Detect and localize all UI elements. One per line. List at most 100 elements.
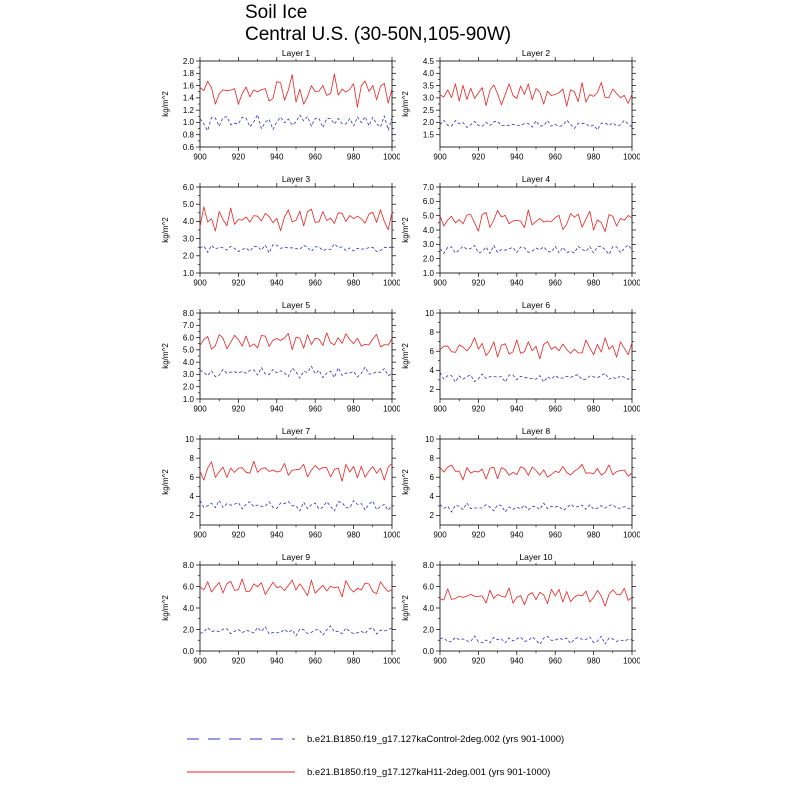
plot-box — [199, 438, 393, 526]
y-tick-label: 6.0 — [183, 183, 195, 192]
series-line-control — [199, 500, 393, 512]
y-tick-label: 6 — [190, 473, 195, 482]
y-tick-label: 2.0 — [423, 254, 435, 263]
x-tick-label: 900 — [193, 279, 207, 288]
x-tick-label: 900 — [433, 657, 447, 666]
y-tick-label: 4.0 — [423, 226, 435, 235]
series-line-control — [439, 502, 633, 513]
panel-layer-6: Layer 6 kg/m^2 900 920 940 960 980 1000 2 4 6 8 10 — [400, 300, 641, 426]
panel-svg: Layer 2 kg/m^2 900 920 940 960 980 1000 1.5 2.0 2.… — [401, 48, 641, 162]
x-tick-label: 940 — [510, 279, 524, 288]
chart-subtitle: Central U.S. (30-50N,105-90W) — [245, 24, 512, 46]
y-tick-label: 6.0 — [423, 197, 435, 206]
panel-svg: Layer 10 kg/m^2 900 920 940 960 980 1000 0.0 2.0 4… — [401, 552, 641, 666]
y-tick-label: 5.0 — [183, 200, 195, 209]
y-ticks: 2 4 6 8 10 — [425, 435, 636, 520]
y-tick-label: 4 — [430, 492, 435, 501]
panel-layer-5: Layer 5 kg/m^2 900 920 940 960 980 1000 1.0 2.0 3.… — [160, 300, 401, 426]
y-tick-label: 6.0 — [183, 582, 195, 591]
x-tick-label: 980 — [347, 279, 361, 288]
series-line-h11 — [439, 587, 633, 607]
x-tick-label: 900 — [193, 153, 207, 162]
y-tick-label: 8.0 — [423, 561, 435, 570]
control-line-sample-icon — [187, 738, 295, 740]
y-tick-label: 3.0 — [423, 94, 435, 103]
y-tick-label: 4.0 — [183, 358, 195, 367]
x-tick-label: 1000 — [383, 405, 400, 414]
x-tick-label: 980 — [587, 531, 601, 540]
series-line-control — [439, 244, 633, 255]
y-tick-label: 4.5 — [423, 57, 435, 66]
x-tick-label: 960 — [549, 657, 563, 666]
y-tick-label: 0.8 — [183, 131, 195, 140]
panel-layer-9: Layer 9 kg/m^2 900 920 940 960 980 1000 0.0 2.0 4.… — [160, 552, 401, 678]
y-tick-label: 1.6 — [183, 81, 195, 90]
x-tick-label: 940 — [270, 531, 284, 540]
x-tick-label: 920 — [232, 657, 246, 666]
series-line-h11 — [439, 209, 633, 232]
y-tick-label: 1.0 — [183, 269, 195, 278]
x-tick-label: 960 — [549, 531, 563, 540]
x-tick-label: 920 — [232, 405, 246, 414]
legend-label: b.e21.B1850.f19_g17.127kaControl-2deg.00… — [307, 733, 565, 745]
series-line-h11 — [199, 206, 393, 232]
y-tick-label: 4.0 — [423, 69, 435, 78]
y-tick-label: 7.0 — [183, 321, 195, 330]
legend: b.e21.B1850.f19_g17.127kaControl-2deg.00… — [185, 732, 564, 798]
y-axis-label: kg/m^2 — [401, 91, 410, 117]
panel-svg: Layer 1 kg/m^2 900 920 940 960 980 1000 0.6 0.8 1.… — [161, 48, 401, 162]
y-tick-label: 3.0 — [183, 234, 195, 243]
y-tick-label: 8.0 — [183, 309, 195, 318]
x-tick-label: 980 — [587, 405, 601, 414]
legend-item-control: b.e21.B1850.f19_g17.127kaControl-2deg.00… — [185, 732, 564, 746]
x-tick-label: 920 — [472, 279, 486, 288]
y-tick-label: 4 — [430, 366, 435, 375]
y-axis-label: kg/m^2 — [401, 343, 410, 369]
y-tick-label: 4.0 — [183, 217, 195, 226]
y-tick-label: 6.0 — [423, 582, 435, 591]
y-tick-label: 6.0 — [183, 333, 195, 342]
y-tick-label: 1.0 — [423, 269, 435, 278]
y-tick-label: 0.6 — [183, 143, 195, 152]
x-tick-label: 920 — [472, 531, 486, 540]
x-ticks: 900 920 940 960 980 1000 — [193, 435, 401, 540]
plot-box — [439, 438, 633, 526]
series-line-h11 — [439, 337, 633, 360]
x-tick-label: 940 — [510, 531, 524, 540]
y-ticks: 2 4 6 8 10 — [425, 309, 636, 394]
panel-title: Layer 1 — [282, 48, 311, 58]
panel-svg: Layer 6 kg/m^2 900 920 940 960 980 1000 2 4 6 8 10 — [401, 300, 641, 414]
y-axis-label: kg/m^2 — [161, 343, 170, 369]
y-tick-label: 1.2 — [183, 106, 195, 115]
x-tick-label: 900 — [193, 405, 207, 414]
y-ticks: 1.0 2.0 3.0 4.0 5.0 6.0 7.0 — [423, 183, 636, 278]
x-tick-label: 1000 — [383, 153, 400, 162]
x-tick-label: 940 — [510, 405, 524, 414]
panel-title: Layer 3 — [282, 174, 311, 184]
x-tick-label: 1000 — [623, 153, 640, 162]
y-tick-label: 4.0 — [183, 604, 195, 613]
series-line-h11 — [199, 578, 393, 598]
y-tick-label: 2 — [430, 385, 435, 394]
x-tick-label: 960 — [309, 153, 323, 162]
y-tick-label: 2.5 — [423, 106, 435, 115]
panel-layer-2: Layer 2 kg/m^2 900 920 940 960 980 1000 1.5 2.0 2.… — [400, 48, 641, 174]
y-axis-label: kg/m^2 — [401, 469, 410, 495]
y-ticks: 1.0 2.0 3.0 4.0 5.0 6.0 7.0 8.0 — [183, 309, 396, 404]
plot-box — [439, 312, 633, 400]
y-tick-label: 0.0 — [183, 647, 195, 656]
plot-box — [439, 564, 633, 652]
x-ticks: 900 920 940 960 980 1000 — [433, 57, 641, 162]
x-tick-label: 900 — [193, 657, 207, 666]
x-tick-label: 960 — [309, 405, 323, 414]
x-tick-label: 960 — [549, 405, 563, 414]
x-tick-label: 940 — [270, 279, 284, 288]
x-tick-label: 1000 — [383, 657, 400, 666]
x-tick-label: 940 — [510, 153, 524, 162]
panel-title: Layer 5 — [282, 300, 311, 310]
x-ticks: 900 920 940 960 980 1000 — [433, 561, 641, 666]
y-tick-label: 0.0 — [423, 647, 435, 656]
x-tick-label: 980 — [587, 657, 601, 666]
x-tick-label: 900 — [193, 531, 207, 540]
y-tick-label: 1.0 — [183, 118, 195, 127]
